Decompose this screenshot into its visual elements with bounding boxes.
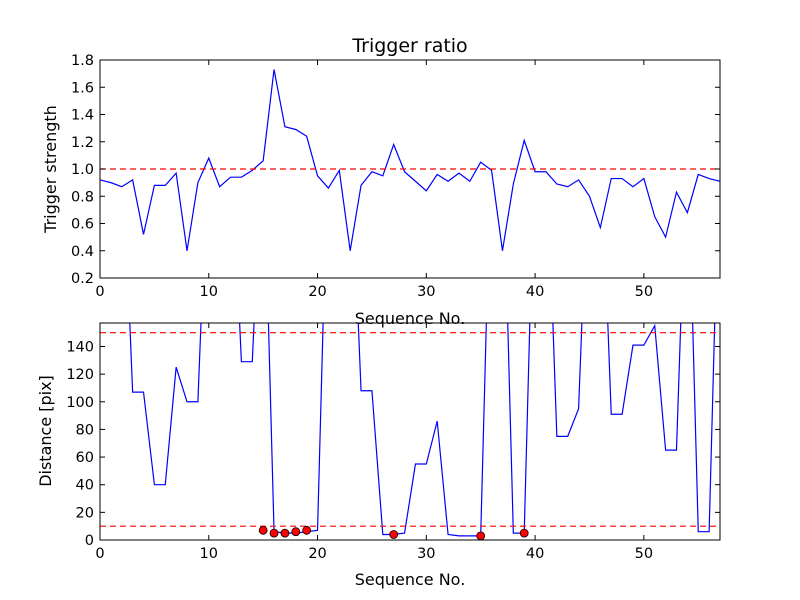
top-x-tick-label: 20 — [308, 284, 326, 300]
bottom-y-tick-label: 0 — [85, 533, 94, 549]
detection-marker — [291, 527, 301, 537]
bottom-x-tick-label: 40 — [526, 546, 544, 562]
top-series-line — [100, 69, 720, 251]
top-y-tick-label: 0.4 — [71, 244, 94, 260]
bottom-x-tick-label: 0 — [95, 546, 104, 562]
top-x-tick-label: 10 — [200, 284, 218, 300]
bottom-y-tick-label: 20 — [76, 505, 94, 521]
bottom-axes-frame — [99, 322, 721, 541]
chart-title: Trigger ratio — [351, 35, 467, 57]
detection-marker — [302, 525, 312, 535]
top-y-tick-label: 1.8 — [71, 53, 94, 69]
detection-marker — [258, 525, 268, 535]
bottom-series-line — [129, 323, 716, 537]
distance-panel: Sequence No. Distance [pix] 0 10 20 30 40 50 0… — [36, 322, 721, 589]
bottom-y-tick-label: 40 — [76, 478, 94, 494]
top-x-axis-label: Sequence No. — [355, 309, 466, 328]
top-x-tick-label: 40 — [526, 284, 544, 300]
bottom-y-axis-label: Distance [pix] — [36, 375, 55, 487]
top-y-tick-label: 1.6 — [71, 80, 94, 96]
bottom-y-tick-label: 140 — [66, 339, 94, 355]
trigger-ratio-panel: Trigger ratio Sequence No. Trigger stren… — [41, 35, 721, 328]
detection-marker — [280, 528, 290, 538]
top-y-tick-label: 0.8 — [71, 189, 94, 205]
top-y-tick-label: 1.2 — [71, 135, 94, 151]
bottom-y-tick-label: 60 — [76, 450, 94, 466]
bottom-x-tick-label: 20 — [308, 546, 326, 562]
top-y-tick-label: 0.6 — [71, 217, 94, 233]
top-x-tick-label: 0 — [95, 284, 104, 300]
detection-marker — [476, 531, 486, 541]
top-x-tick-label: 50 — [635, 284, 653, 300]
bottom-y-tick-label: 100 — [66, 395, 94, 411]
top-y-axis-label: Trigger strength — [41, 105, 60, 234]
bottom-y-tick-label: 80 — [76, 422, 94, 438]
bottom-x-tick-label: 50 — [635, 546, 653, 562]
bottom-x-tick-label: 10 — [200, 546, 218, 562]
bottom-x-axis-label: Sequence No. — [355, 570, 466, 589]
top-x-tick-label: 30 — [417, 284, 435, 300]
detection-marker — [389, 530, 399, 539]
detection-marker — [269, 528, 279, 538]
bottom-y-tick-label: 120 — [66, 367, 94, 383]
top-y-tick-label: 1.4 — [71, 108, 94, 124]
detection-marker — [519, 528, 529, 538]
top-y-tick-label: 0.2 — [71, 271, 94, 287]
bottom-x-tick-label: 30 — [417, 546, 435, 562]
top-y-tick-label: 1.0 — [71, 162, 94, 178]
